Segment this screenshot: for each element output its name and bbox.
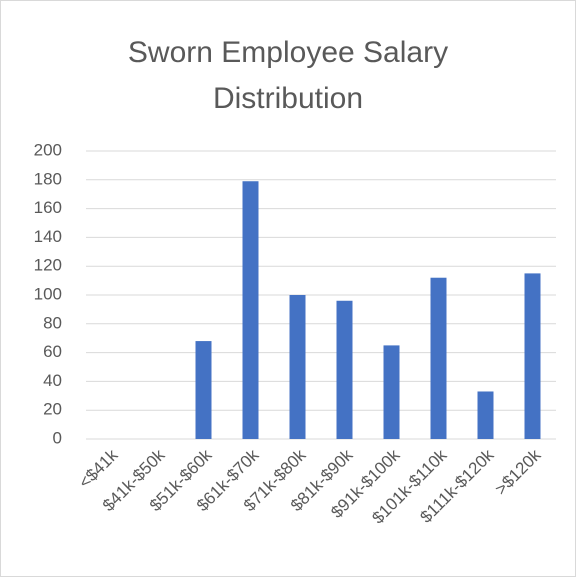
y-tick-label: 20 xyxy=(43,400,62,419)
y-tick-label: 160 xyxy=(34,198,62,217)
y-tick-label: 60 xyxy=(43,342,62,361)
y-tick-label: 180 xyxy=(34,169,62,188)
bar xyxy=(195,341,212,439)
bar xyxy=(430,277,447,439)
bar xyxy=(477,391,494,439)
y-tick-label: 40 xyxy=(43,371,62,390)
bar xyxy=(383,345,400,439)
bar xyxy=(242,181,259,440)
y-tick-label: 0 xyxy=(53,428,62,447)
y-tick-label: 200 xyxy=(34,140,62,159)
x-tick-label: >$120k xyxy=(491,445,545,499)
chart-title: Sworn Employee Salary Distribution xyxy=(127,36,449,115)
y-tick-label: 140 xyxy=(34,227,62,246)
bar xyxy=(524,273,541,439)
bar xyxy=(289,295,306,439)
y-tick-label: 120 xyxy=(34,256,62,275)
bar xyxy=(336,300,353,439)
y-tick-label: 100 xyxy=(34,284,62,303)
y-tick-label: 80 xyxy=(43,313,62,332)
